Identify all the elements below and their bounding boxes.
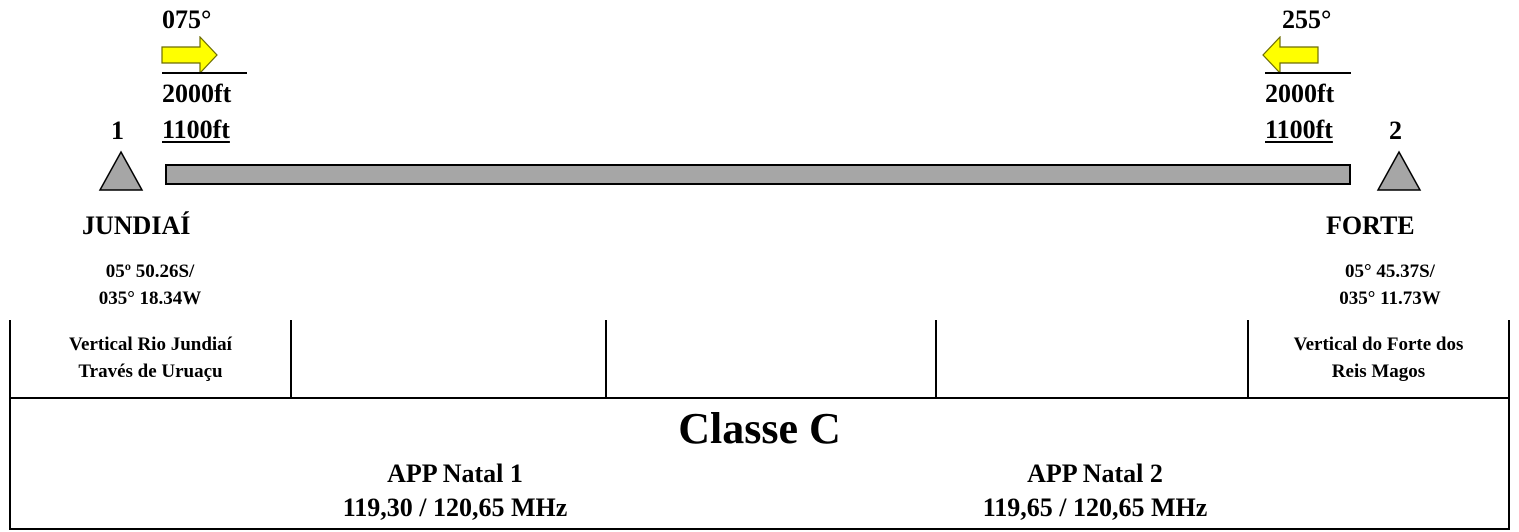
waypoint-2-number: 2 bbox=[1389, 116, 1402, 145]
left-heading: 075° bbox=[162, 5, 212, 34]
table-cell-reference-2-line2: Reis Magos bbox=[1331, 361, 1426, 382]
right-altitude-upper: 2000ft bbox=[1265, 79, 1335, 108]
route-segment-bar bbox=[165, 164, 1351, 185]
table-cell-reference-1-line1: Vertical Rio Jundiaí bbox=[69, 334, 232, 355]
left-arrow-icon bbox=[1262, 36, 1319, 74]
right-altitude-lower: 1100ft bbox=[1265, 115, 1333, 144]
waypoint-2-name: FORTE bbox=[1326, 211, 1415, 240]
table-cell-reference-1: Vertical Rio Jundiaí Través de Uruaçu bbox=[11, 331, 290, 385]
app-natal-1-frequency: 119,30 / 120,65 MHz bbox=[342, 493, 568, 522]
app-natal-1: APP Natal 1 119,30 / 120,65 MHz bbox=[230, 457, 680, 525]
waypoint-2-latitude: 05° 45.37S/ bbox=[1345, 261, 1435, 282]
app-natal-2: APP Natal 2 119,65 / 120,65 MHz bbox=[870, 457, 1320, 525]
right-arrow-icon bbox=[161, 36, 218, 74]
app-natal-2-name: APP Natal 2 bbox=[1027, 459, 1163, 488]
table-cell-reference-2: Vertical do Forte dos Reis Magos bbox=[1249, 331, 1508, 385]
table-cell-reference-2-line1: Vertical do Forte dos bbox=[1293, 334, 1464, 355]
app-natal-2-frequency: 119,65 / 120,65 MHz bbox=[982, 493, 1208, 522]
waypoint-1-triangle-icon bbox=[98, 150, 144, 191]
right-heading: 255° bbox=[1282, 5, 1332, 34]
waypoint-2-longitude: 035° 11.73W bbox=[1339, 288, 1441, 309]
table-cell-reference-1-line2: Través de Uruaçu bbox=[78, 361, 223, 382]
right-altitude-upper-line bbox=[1265, 72, 1351, 74]
waypoint-1-latitude: 05º 50.26S/ bbox=[105, 261, 195, 282]
left-altitude-upper-line bbox=[162, 72, 247, 74]
waypoint-1-longitude: 035° 18.34W bbox=[98, 288, 202, 309]
left-altitude-lower: 1100ft bbox=[162, 115, 230, 144]
waypoint-2-coordinates: 05° 45.37S/ 035° 11.73W bbox=[1290, 258, 1490, 312]
app-natal-1-name: APP Natal 1 bbox=[387, 459, 523, 488]
waypoint-1-number: 1 bbox=[111, 116, 124, 145]
airspace-class: Classe C bbox=[678, 404, 841, 453]
waypoint-1-coordinates: 05º 50.26S/ 035° 18.34W bbox=[50, 258, 250, 312]
left-altitude-upper: 2000ft bbox=[162, 79, 232, 108]
waypoint-1-name: JUNDIAÍ bbox=[82, 211, 191, 240]
waypoint-2-triangle-icon bbox=[1376, 150, 1422, 191]
